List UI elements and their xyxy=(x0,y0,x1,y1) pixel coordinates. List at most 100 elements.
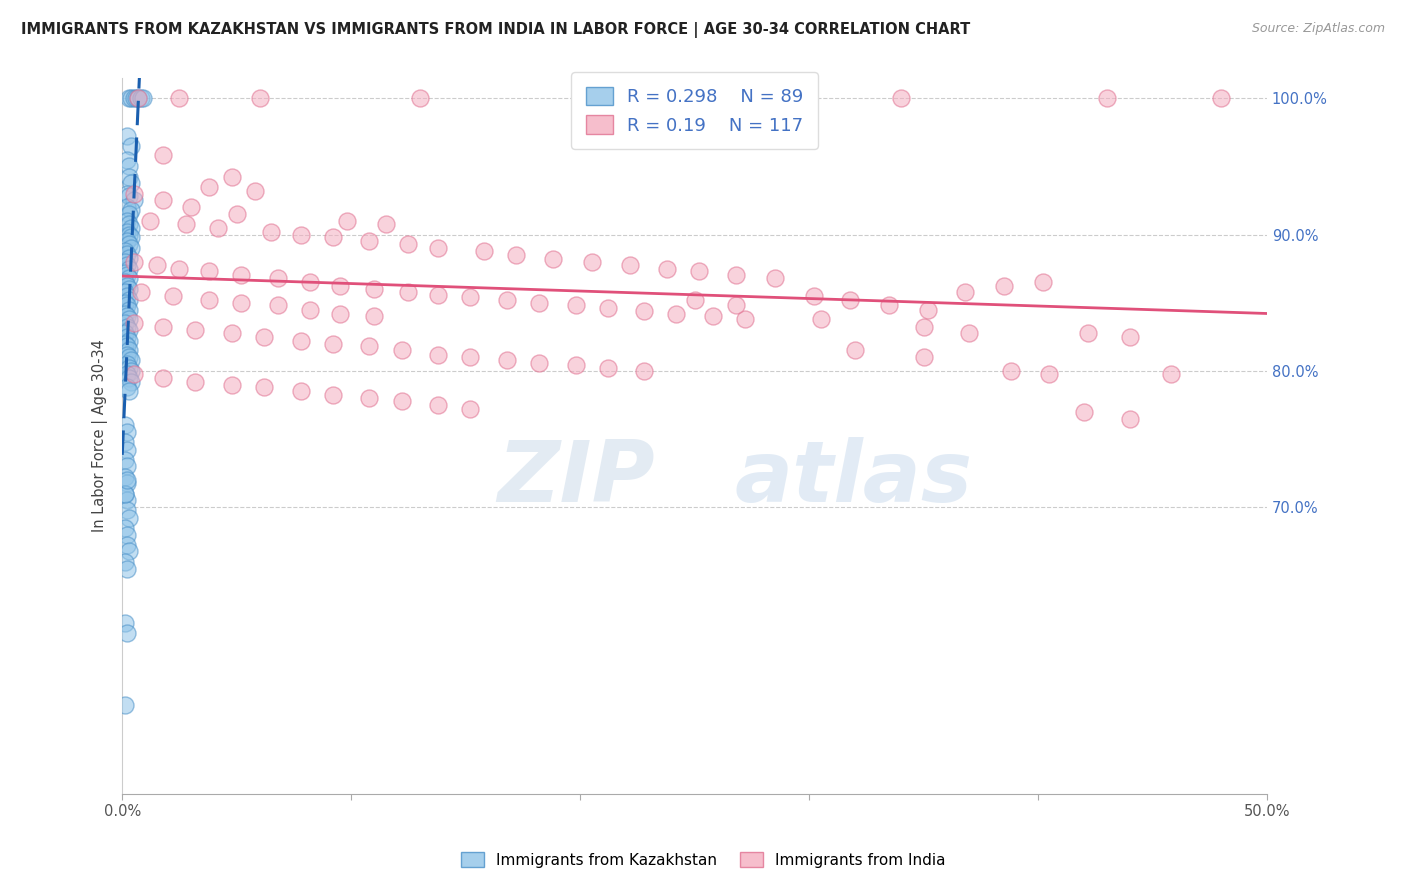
Point xyxy=(912,320,935,334)
Point xyxy=(267,298,290,312)
Point xyxy=(322,388,344,402)
Point xyxy=(221,326,243,340)
Point xyxy=(359,391,381,405)
Point xyxy=(890,91,912,105)
Point xyxy=(427,398,450,412)
Point xyxy=(114,470,136,484)
Point xyxy=(619,258,641,272)
Point xyxy=(290,227,312,242)
Point xyxy=(253,330,276,344)
Point xyxy=(198,264,221,278)
Point xyxy=(1077,326,1099,340)
Point xyxy=(115,367,138,381)
Point xyxy=(596,301,619,315)
Point xyxy=(993,279,1015,293)
Point xyxy=(329,307,352,321)
Point xyxy=(527,356,550,370)
Point xyxy=(298,302,321,317)
Point xyxy=(114,698,136,712)
Point xyxy=(118,312,141,326)
Point xyxy=(152,320,174,334)
Point xyxy=(359,235,381,249)
Point xyxy=(724,268,747,283)
Point xyxy=(655,261,678,276)
Point xyxy=(115,442,138,457)
Point xyxy=(505,248,527,262)
Point xyxy=(115,310,138,324)
Point xyxy=(221,170,243,185)
Point xyxy=(118,361,141,376)
Point xyxy=(115,561,138,575)
Point xyxy=(115,225,138,239)
Point xyxy=(1211,91,1233,105)
Point xyxy=(391,393,413,408)
Point xyxy=(1038,367,1060,381)
Point xyxy=(127,91,149,105)
Point xyxy=(118,544,141,558)
Point xyxy=(1032,275,1054,289)
Point xyxy=(125,91,148,105)
Point xyxy=(298,275,321,289)
Point xyxy=(260,225,283,239)
Point xyxy=(329,279,352,293)
Point xyxy=(877,298,900,312)
Y-axis label: In Labor Force | Age 30-34: In Labor Force | Age 30-34 xyxy=(93,339,108,533)
Point xyxy=(688,264,710,278)
Point xyxy=(118,323,141,337)
Point xyxy=(115,473,138,487)
Point xyxy=(114,266,136,280)
Point xyxy=(118,237,141,252)
Point xyxy=(207,220,229,235)
Point xyxy=(114,555,136,569)
Point xyxy=(114,616,136,631)
Point xyxy=(114,434,136,449)
Point xyxy=(427,241,450,255)
Point xyxy=(724,298,747,312)
Point xyxy=(374,217,396,231)
Point xyxy=(115,357,138,371)
Point xyxy=(115,493,138,508)
Point xyxy=(115,625,138,640)
Point xyxy=(114,316,136,330)
Point xyxy=(184,375,207,389)
Point xyxy=(198,179,221,194)
Point xyxy=(184,323,207,337)
Point xyxy=(115,339,138,353)
Point xyxy=(115,258,138,272)
Point xyxy=(363,282,385,296)
Point xyxy=(541,252,564,266)
Point xyxy=(122,316,145,330)
Point xyxy=(129,285,152,299)
Point xyxy=(359,339,381,353)
Point xyxy=(472,244,495,258)
Point xyxy=(120,176,142,190)
Point xyxy=(162,289,184,303)
Point xyxy=(122,254,145,268)
Point xyxy=(114,275,136,289)
Point xyxy=(633,304,655,318)
Point xyxy=(114,244,136,258)
Text: ZIP: ZIP xyxy=(496,437,655,520)
Point xyxy=(138,214,160,228)
Point xyxy=(115,298,138,312)
Point xyxy=(114,307,136,321)
Point xyxy=(114,521,136,535)
Point xyxy=(458,350,481,364)
Point xyxy=(336,214,359,228)
Point xyxy=(118,384,141,399)
Point xyxy=(115,475,138,490)
Point xyxy=(427,287,450,301)
Point xyxy=(115,214,138,228)
Point xyxy=(396,285,419,299)
Point xyxy=(115,503,138,517)
Point xyxy=(267,271,290,285)
Point xyxy=(122,367,145,381)
Point xyxy=(118,207,141,221)
Point xyxy=(114,285,136,299)
Point xyxy=(122,186,145,201)
Point xyxy=(249,91,271,105)
Point xyxy=(614,91,637,105)
Point xyxy=(290,334,312,348)
Point xyxy=(1118,330,1140,344)
Point xyxy=(253,380,276,394)
